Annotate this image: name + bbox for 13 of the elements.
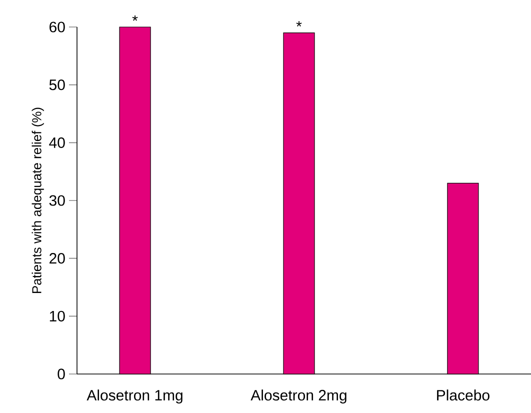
x-tick-label: Placebo [437,390,490,401]
y-tick-label: 30 [49,195,65,206]
y-axis-title: Patients with adequate relief (%) [32,108,44,294]
y-tick-label: 50 [49,80,65,90]
y-tick-label: 0 [58,368,65,380]
annotation: * [132,15,138,21]
y-tick-label: 60 [50,22,65,32]
y-tick-label: 10 [50,310,65,322]
x-tick-label: Alosetron 1mg [86,390,182,404]
annotation: * [296,21,302,27]
y-tick-label: 20 [50,253,65,264]
y-tick-label: 40 [49,137,65,148]
x-tick-label: Alosetron 2mg [250,390,346,404]
